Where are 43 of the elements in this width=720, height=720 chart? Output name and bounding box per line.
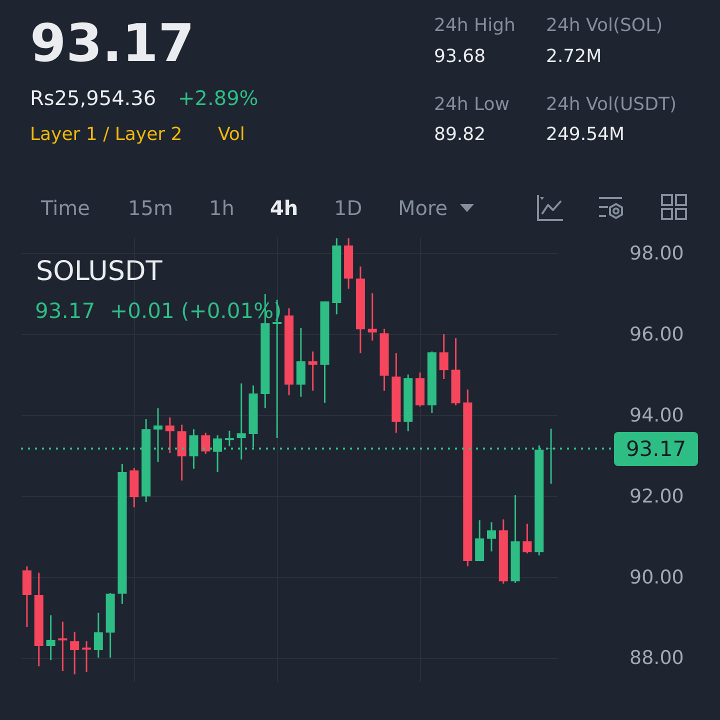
text: Layer 1 / Layer 2 — [30, 124, 182, 145]
candlestick — [439, 333, 448, 380]
annotation: 93.17 — [35, 299, 96, 323]
candlestick — [224, 430, 234, 447]
candlestick — [486, 521, 496, 552]
text: Rs25,954.36 — [30, 86, 156, 110]
y-tick-label: 90.00 — [630, 566, 684, 588]
candlestick — [368, 292, 377, 342]
candlestick — [308, 350, 318, 392]
y-tick-label: 94.00 — [630, 404, 684, 426]
candlestick — [94, 612, 103, 658]
text: SOLUSDT — [36, 256, 162, 287]
candlestick — [58, 620, 68, 672]
candlestick — [46, 614, 56, 661]
y-tick-label: 96.00 — [630, 324, 684, 346]
candlestick — [475, 519, 484, 562]
ref-line-label: 93.17 — [614, 432, 698, 466]
text: 24h Vol(SOL) — [546, 15, 663, 36]
candlestick — [82, 640, 92, 673]
text: 4h — [270, 196, 298, 220]
text: +2.89% — [178, 86, 258, 110]
candlestick — [70, 631, 80, 676]
text: 93.68 — [434, 46, 486, 67]
candlestick — [296, 327, 306, 398]
y-tick-label: 92.00 — [630, 485, 684, 508]
text: More — [398, 196, 448, 220]
text: Time — [41, 196, 90, 220]
text: 24h High — [434, 15, 516, 36]
candlestick — [201, 432, 210, 455]
text: 89.82 — [434, 124, 486, 145]
candlestick — [165, 416, 174, 454]
text: 1D — [334, 196, 362, 220]
y-tick-label: 98.00 — [630, 242, 684, 265]
text: 24h Low — [434, 94, 510, 115]
text: 1h — [209, 196, 234, 220]
text: 93.17 — [30, 14, 194, 74]
candlestick — [522, 523, 532, 554]
text: Vol — [218, 124, 245, 145]
text: 24h Vol(USDT) — [546, 94, 676, 115]
text: 2.72M — [546, 46, 602, 67]
text: 249.54M — [546, 124, 625, 145]
text: 15m — [128, 196, 173, 220]
y-tick-label: 88.00 — [630, 647, 684, 670]
